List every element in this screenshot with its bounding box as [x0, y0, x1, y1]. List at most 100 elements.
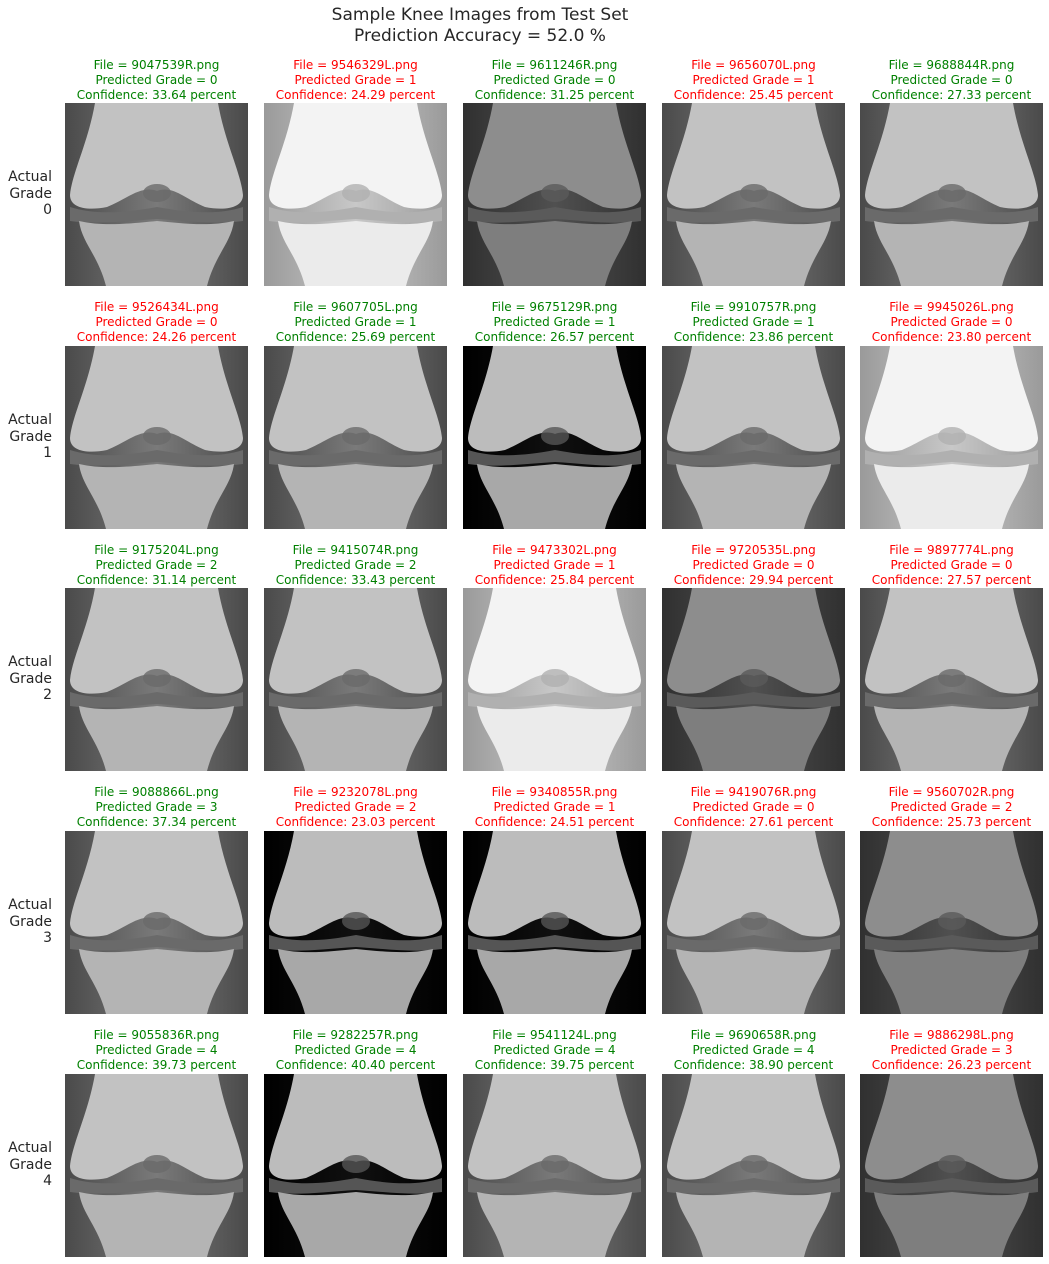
panel-file-name: File = 9526434L.png	[94, 300, 219, 314]
panel-confidence: Confidence: 25.84 percent	[474, 573, 635, 587]
panel-file-name: File = 9720535L.png	[691, 543, 816, 557]
panel-file-name: File = 9560702R.png	[888, 785, 1015, 799]
panel-predicted-grade: Predicted Grade = 0	[95, 315, 218, 329]
panel-caption: File = 9526434L.png Predicted Grade = 0 Co…	[45, 300, 268, 345]
panel-file-name: File = 9656070L.png	[691, 58, 816, 72]
panel-caption: File = 9611246R.png Predicted Grade = 0 Co…	[443, 58, 666, 103]
panel-caption: File = 9419076R.png Predicted Grade = 0 Co…	[642, 785, 865, 830]
row-label-line: Actual	[8, 654, 52, 670]
panel-confidence: Confidence: 39.73 percent	[76, 1058, 237, 1072]
row-label-line: 4	[43, 1173, 52, 1189]
knee-xray-image	[264, 588, 447, 771]
panel-caption: File = 9607705L.png Predicted Grade = 1 Co…	[244, 300, 467, 345]
panel-predicted-grade: Predicted Grade = 3	[95, 800, 218, 814]
panel-predicted-grade: Predicted Grade = 2	[95, 558, 218, 572]
panel-file-name: File = 9055836R.png	[93, 1028, 220, 1042]
knee-xray-image	[662, 346, 845, 529]
knee-xray-image	[662, 831, 845, 1014]
panel-caption: File = 9688844R.png Predicted Grade = 0 Co…	[840, 58, 1049, 103]
knee-xray-image	[264, 103, 447, 286]
panel-file-name: File = 9607705L.png	[293, 300, 418, 314]
figure-title-line2: Prediction Accuracy = 52.0 %	[354, 26, 606, 46]
row-label-line: Actual	[8, 1140, 52, 1156]
figure-title-line1: Sample Knee Images from Test Set	[331, 5, 629, 25]
panel-predicted-grade: Predicted Grade = 4	[95, 1043, 218, 1057]
panel-caption: File = 9232078L.png Predicted Grade = 2 Co…	[244, 785, 467, 830]
panel-predicted-grade: Predicted Grade = 1	[493, 800, 616, 814]
panel-file-name: File = 9611246R.png	[491, 58, 618, 72]
panel-predicted-grade: Predicted Grade = 0	[890, 73, 1013, 87]
knee-xray-image	[463, 831, 646, 1014]
panel-confidence: Confidence: 33.64 percent	[76, 88, 237, 102]
row-label-grade-1: Actual Grade 1	[0, 412, 52, 462]
panel-confidence: Confidence: 40.40 percent	[275, 1058, 436, 1072]
row-label-grade-3: Actual Grade 3	[0, 897, 52, 947]
panel-caption: File = 9473302L.png Predicted Grade = 1 Co…	[443, 543, 666, 588]
panel-confidence: Confidence: 38.90 percent	[673, 1058, 834, 1072]
panel-confidence: Confidence: 27.61 percent	[673, 815, 834, 829]
panel-confidence: Confidence: 24.26 percent	[76, 330, 237, 344]
panel-caption: File = 9910757R.png Predicted Grade = 1 Co…	[642, 300, 865, 345]
panel-confidence: Confidence: 25.45 percent	[673, 88, 834, 102]
panel-caption: File = 9720535L.png Predicted Grade = 0 Co…	[642, 543, 865, 588]
row-label-grade-2: Actual Grade 2	[0, 654, 52, 704]
row-label-line: Grade	[9, 428, 52, 445]
panel-file-name: File = 9910757R.png	[690, 300, 817, 314]
row-label-line: Grade	[9, 670, 52, 687]
knee-xray-image	[463, 103, 646, 286]
panel-file-name: File = 9088866L.png	[94, 785, 219, 799]
panel-file-name: File = 9675129R.png	[491, 300, 618, 314]
panel-confidence: Confidence: 25.69 percent	[275, 330, 436, 344]
row-label-line: 3	[43, 930, 52, 946]
panel-file-name: File = 9282257R.png	[292, 1028, 419, 1042]
knee-xray-image	[65, 831, 248, 1014]
knee-xray-image	[65, 103, 248, 286]
row-label-line: Grade	[9, 185, 52, 202]
panel-caption: File = 9675129R.png Predicted Grade = 1 Co…	[443, 300, 666, 345]
row-label-line: 1	[43, 445, 52, 461]
panel-caption: File = 9047539R.png Predicted Grade = 0 Co…	[45, 58, 268, 103]
panel-caption: File = 9886298L.png Predicted Grade = 3 Co…	[840, 1028, 1049, 1073]
panel-predicted-grade: Predicted Grade = 0	[692, 558, 815, 572]
panel-predicted-grade: Predicted Grade = 1	[493, 315, 616, 329]
knee-xray-image	[860, 103, 1043, 286]
panel-confidence: Confidence: 27.57 percent	[871, 573, 1032, 587]
row-label-line: 0	[43, 202, 52, 218]
panel-predicted-grade: Predicted Grade = 1	[692, 73, 815, 87]
row-label-grade-4: Actual Grade 4	[0, 1140, 52, 1190]
panel-confidence: Confidence: 33.43 percent	[275, 573, 436, 587]
panel-caption: File = 9088866L.png Predicted Grade = 3 Co…	[45, 785, 268, 830]
knee-xray-image	[860, 588, 1043, 771]
panel-confidence: Confidence: 23.86 percent	[673, 330, 834, 344]
panel-caption: File = 9690658R.png Predicted Grade = 4 Co…	[642, 1028, 865, 1073]
panel-confidence: Confidence: 25.73 percent	[871, 815, 1032, 829]
panel-file-name: File = 9897774L.png	[889, 543, 1014, 557]
panel-confidence: Confidence: 26.23 percent	[871, 1058, 1032, 1072]
knee-xray-image	[463, 346, 646, 529]
panel-file-name: File = 9690658R.png	[690, 1028, 817, 1042]
panel-predicted-grade: Predicted Grade = 2	[294, 558, 417, 572]
panel-predicted-grade: Predicted Grade = 4	[294, 1043, 417, 1057]
panel-confidence: Confidence: 29.94 percent	[673, 573, 834, 587]
panel-predicted-grade: Predicted Grade = 0	[692, 800, 815, 814]
panel-file-name: File = 9340855R.png	[491, 785, 618, 799]
row-label-line: Grade	[9, 1156, 52, 1173]
panel-predicted-grade: Predicted Grade = 2	[294, 800, 417, 814]
figure-title: Sample Knee Images from Test Set Predict…	[0, 5, 960, 47]
panel-predicted-grade: Predicted Grade = 0	[95, 73, 218, 87]
row-label-line: Actual	[8, 169, 52, 185]
panel-confidence: Confidence: 24.29 percent	[275, 88, 436, 102]
panel-file-name: File = 9419076R.png	[690, 785, 817, 799]
panel-caption: File = 9656070L.png Predicted Grade = 1 Co…	[642, 58, 865, 103]
panel-caption: File = 9546329L.png Predicted Grade = 1 Co…	[244, 58, 467, 103]
panel-predicted-grade: Predicted Grade = 2	[890, 800, 1013, 814]
panel-caption: File = 9055836R.png Predicted Grade = 4 Co…	[45, 1028, 268, 1073]
row-label-line: Actual	[8, 412, 52, 428]
knee-xray-image	[65, 1074, 248, 1257]
panel-file-name: File = 9047539R.png	[93, 58, 220, 72]
panel-confidence: Confidence: 31.25 percent	[474, 88, 635, 102]
panel-predicted-grade: Predicted Grade = 0	[890, 315, 1013, 329]
panel-caption: File = 9340855R.png Predicted Grade = 1 Co…	[443, 785, 666, 830]
panel-predicted-grade: Predicted Grade = 1	[294, 73, 417, 87]
knee-xray-image	[65, 346, 248, 529]
